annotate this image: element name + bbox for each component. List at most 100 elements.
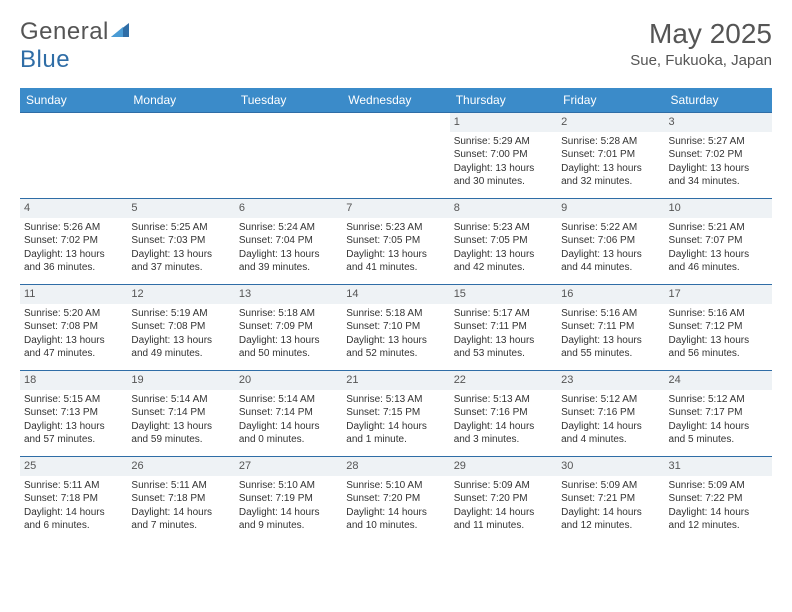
day-number: 8: [450, 199, 557, 218]
day-number: 15: [450, 285, 557, 304]
cell-text: Sunrise: 5:11 AM: [131, 479, 230, 493]
cell-text: Sunrise: 5:12 AM: [669, 393, 768, 407]
weekday-header: Saturday: [665, 88, 772, 113]
day-number: [342, 113, 449, 132]
day-number: 6: [235, 199, 342, 218]
calendar-cell: 14Sunrise: 5:18 AMSunset: 7:10 PMDayligh…: [342, 285, 449, 371]
calendar-body: 1Sunrise: 5:29 AMSunset: 7:00 PMDaylight…: [20, 113, 772, 543]
day-number: 18: [20, 371, 127, 390]
calendar-cell: 1Sunrise: 5:29 AMSunset: 7:00 PMDaylight…: [450, 113, 557, 199]
day-number: 5: [127, 199, 234, 218]
day-number: 20: [235, 371, 342, 390]
cell-text: Daylight: 13 hours and 56 minutes.: [669, 334, 768, 361]
cell-text: Sunrise: 5:16 AM: [561, 307, 660, 321]
cell-text: Daylight: 13 hours and 53 minutes.: [454, 334, 553, 361]
day-number: 28: [342, 457, 449, 476]
cell-text: Sunrise: 5:24 AM: [239, 221, 338, 235]
calendar-cell: [20, 113, 127, 199]
cell-text: Sunset: 7:19 PM: [239, 492, 338, 506]
calendar-cell: 13Sunrise: 5:18 AMSunset: 7:09 PMDayligh…: [235, 285, 342, 371]
cell-text: Sunset: 7:21 PM: [561, 492, 660, 506]
cell-text: Sunset: 7:18 PM: [131, 492, 230, 506]
weekday-header: Sunday: [20, 88, 127, 113]
cell-text: Sunrise: 5:23 AM: [454, 221, 553, 235]
calendar-row: 25Sunrise: 5:11 AMSunset: 7:18 PMDayligh…: [20, 457, 772, 543]
cell-text: Sunset: 7:11 PM: [454, 320, 553, 334]
cell-text: Daylight: 13 hours and 57 minutes.: [24, 420, 123, 447]
cell-text: Daylight: 13 hours and 39 minutes.: [239, 248, 338, 275]
weekday-header: Tuesday: [235, 88, 342, 113]
cell-text: Sunrise: 5:25 AM: [131, 221, 230, 235]
cell-text: Sunrise: 5:09 AM: [561, 479, 660, 493]
day-number: 26: [127, 457, 234, 476]
cell-text: Sunrise: 5:11 AM: [24, 479, 123, 493]
title-block: May 2025 Sue, Fukuoka, Japan: [630, 18, 772, 69]
cell-text: Sunrise: 5:22 AM: [561, 221, 660, 235]
day-number: 9: [557, 199, 664, 218]
calendar-cell: 15Sunrise: 5:17 AMSunset: 7:11 PMDayligh…: [450, 285, 557, 371]
cell-text: Daylight: 14 hours and 9 minutes.: [239, 506, 338, 533]
cell-text: Sunset: 7:07 PM: [669, 234, 768, 248]
cell-text: Sunset: 7:12 PM: [669, 320, 768, 334]
day-number: [127, 113, 234, 132]
day-number: 23: [557, 371, 664, 390]
day-number: 10: [665, 199, 772, 218]
cell-text: Sunset: 7:20 PM: [454, 492, 553, 506]
cell-text: Sunset: 7:10 PM: [346, 320, 445, 334]
calendar-cell: [127, 113, 234, 199]
calendar-cell: 31Sunrise: 5:09 AMSunset: 7:22 PMDayligh…: [665, 457, 772, 543]
weekday-header: Friday: [557, 88, 664, 113]
cell-text: Sunrise: 5:23 AM: [346, 221, 445, 235]
calendar-cell: 24Sunrise: 5:12 AMSunset: 7:17 PMDayligh…: [665, 371, 772, 457]
calendar-cell: 3Sunrise: 5:27 AMSunset: 7:02 PMDaylight…: [665, 113, 772, 199]
day-number: 24: [665, 371, 772, 390]
cell-text: Sunset: 7:18 PM: [24, 492, 123, 506]
calendar-cell: 23Sunrise: 5:12 AMSunset: 7:16 PMDayligh…: [557, 371, 664, 457]
day-number: 31: [665, 457, 772, 476]
cell-text: Sunrise: 5:16 AM: [669, 307, 768, 321]
weekday-header: Thursday: [450, 88, 557, 113]
cell-text: Daylight: 13 hours and 34 minutes.: [669, 162, 768, 189]
cell-text: Sunrise: 5:09 AM: [669, 479, 768, 493]
cell-text: Daylight: 14 hours and 11 minutes.: [454, 506, 553, 533]
cell-text: Sunset: 7:00 PM: [454, 148, 553, 162]
cell-text: Daylight: 13 hours and 50 minutes.: [239, 334, 338, 361]
cell-text: Daylight: 13 hours and 42 minutes.: [454, 248, 553, 275]
day-number: 12: [127, 285, 234, 304]
cell-text: Sunrise: 5:28 AM: [561, 135, 660, 149]
cell-text: Sunrise: 5:18 AM: [346, 307, 445, 321]
cell-text: Daylight: 13 hours and 41 minutes.: [346, 248, 445, 275]
day-number: 1: [450, 113, 557, 132]
calendar-cell: 18Sunrise: 5:15 AMSunset: 7:13 PMDayligh…: [20, 371, 127, 457]
cell-text: Sunset: 7:11 PM: [561, 320, 660, 334]
cell-text: Sunset: 7:04 PM: [239, 234, 338, 248]
cell-text: Daylight: 14 hours and 10 minutes.: [346, 506, 445, 533]
calendar-cell: 10Sunrise: 5:21 AMSunset: 7:07 PMDayligh…: [665, 199, 772, 285]
sail-icon: [111, 18, 133, 46]
brand-logo: GeneralBlue: [20, 18, 135, 74]
day-number: [20, 113, 127, 132]
cell-text: Sunset: 7:01 PM: [561, 148, 660, 162]
cell-text: Sunset: 7:05 PM: [346, 234, 445, 248]
cell-text: Daylight: 13 hours and 49 minutes.: [131, 334, 230, 361]
cell-text: Daylight: 14 hours and 1 minute.: [346, 420, 445, 447]
day-number: 27: [235, 457, 342, 476]
cell-text: Sunset: 7:16 PM: [454, 406, 553, 420]
cell-text: Sunrise: 5:13 AM: [454, 393, 553, 407]
cell-text: Sunset: 7:02 PM: [669, 148, 768, 162]
cell-text: Sunset: 7:14 PM: [239, 406, 338, 420]
calendar-cell: 25Sunrise: 5:11 AMSunset: 7:18 PMDayligh…: [20, 457, 127, 543]
cell-text: Daylight: 14 hours and 3 minutes.: [454, 420, 553, 447]
cell-text: Sunset: 7:13 PM: [24, 406, 123, 420]
cell-text: Sunrise: 5:27 AM: [669, 135, 768, 149]
calendar-cell: 16Sunrise: 5:16 AMSunset: 7:11 PMDayligh…: [557, 285, 664, 371]
cell-text: Sunrise: 5:14 AM: [239, 393, 338, 407]
calendar-cell: 29Sunrise: 5:09 AMSunset: 7:20 PMDayligh…: [450, 457, 557, 543]
day-number: 2: [557, 113, 664, 132]
weekday-header: Monday: [127, 88, 234, 113]
cell-text: Sunrise: 5:20 AM: [24, 307, 123, 321]
cell-text: Daylight: 13 hours and 37 minutes.: [131, 248, 230, 275]
cell-text: Sunrise: 5:14 AM: [131, 393, 230, 407]
calendar-cell: 19Sunrise: 5:14 AMSunset: 7:14 PMDayligh…: [127, 371, 234, 457]
calendar-cell: 11Sunrise: 5:20 AMSunset: 7:08 PMDayligh…: [20, 285, 127, 371]
